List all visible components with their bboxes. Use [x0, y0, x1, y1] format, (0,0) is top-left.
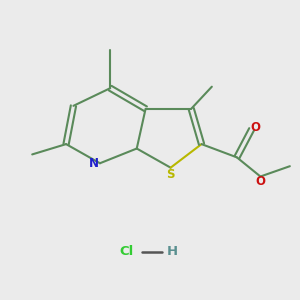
- Text: S: S: [167, 168, 175, 181]
- Text: N: N: [88, 157, 98, 170]
- Text: H: H: [167, 245, 178, 258]
- Text: O: O: [255, 175, 266, 188]
- Text: Cl: Cl: [119, 245, 134, 258]
- Text: O: O: [250, 121, 260, 134]
